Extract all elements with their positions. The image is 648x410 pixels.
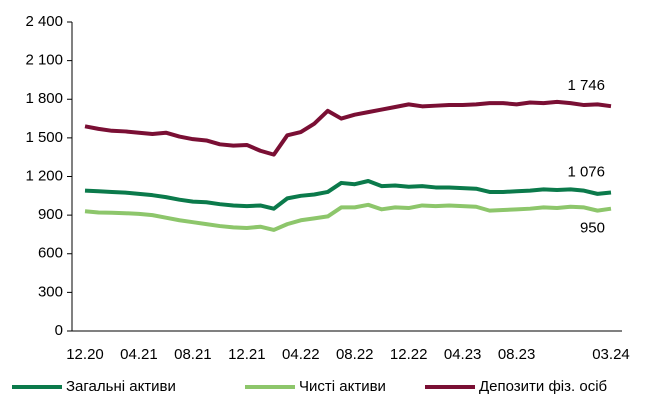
y-tick-label: 300: [38, 283, 63, 300]
x-tick-label: 04.23: [444, 346, 482, 363]
y-tick-label: 900: [38, 206, 63, 223]
x-tick-label: 08.21: [174, 346, 212, 363]
y-tick-label: 600: [38, 245, 63, 262]
line-series: [84, 99, 612, 157]
x-tick-label: 04.22: [282, 346, 320, 363]
data-label: 1 746: [567, 77, 605, 94]
x-tick-label: 12.22: [390, 346, 428, 363]
y-tick-label: 1 500: [25, 129, 63, 146]
line-series: [84, 202, 612, 232]
x-tick-label: 03.24: [592, 346, 630, 363]
legend-label: Чисті активи: [299, 378, 386, 395]
data-label: 950: [580, 220, 605, 237]
legend-label: Депозити фіз. осіб: [479, 378, 607, 395]
y-tick-label: 2 400: [25, 13, 63, 30]
x-tick-label: 08.23: [498, 346, 536, 363]
y-tick-label: 1 800: [25, 90, 63, 107]
x-tick-label: 04.21: [120, 346, 158, 363]
legend-label: Загальні активи: [66, 378, 176, 395]
y-tick-label: 0: [55, 322, 63, 339]
data-label: 1 076: [567, 163, 605, 180]
x-tick-label: 12.20: [66, 346, 104, 363]
x-tick-label: 08.22: [336, 346, 374, 363]
line-series: [84, 179, 612, 211]
y-tick-label: 1 200: [25, 167, 63, 184]
x-tick-label: 12.21: [228, 346, 266, 363]
y-tick-label: 2 100: [25, 52, 63, 69]
